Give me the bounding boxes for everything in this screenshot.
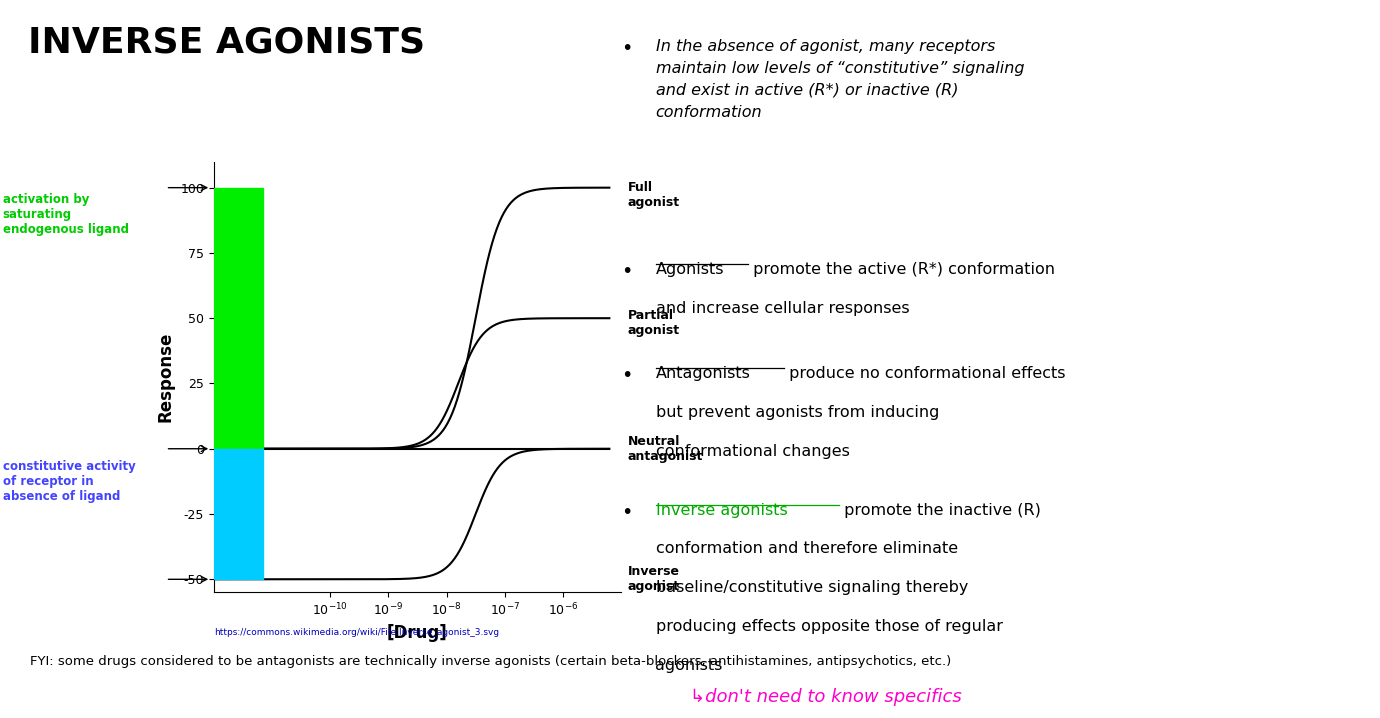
Text: baseline/constitutive signaling thereby: baseline/constitutive signaling thereby <box>656 580 967 595</box>
Text: activation by
saturating
endogenous ligand: activation by saturating endogenous liga… <box>3 193 128 236</box>
Text: Inverse agonists: Inverse agonists <box>656 503 787 518</box>
X-axis label: [Drug]: [Drug] <box>386 624 448 642</box>
Text: agonists: agonists <box>656 658 723 673</box>
Text: Antagonists: Antagonists <box>656 366 751 381</box>
Text: conformation: conformation <box>656 105 762 120</box>
Text: Agonists: Agonists <box>656 262 724 277</box>
Text: Full
agonist: Full agonist <box>628 182 680 210</box>
Text: and exist in active (R*) or inactive (R): and exist in active (R*) or inactive (R) <box>656 83 958 98</box>
Text: Neutral
antagonist: Neutral antagonist <box>628 435 704 462</box>
Text: •: • <box>621 503 632 521</box>
Text: produce no conformational effects: produce no conformational effects <box>784 366 1065 381</box>
Text: ↳don't need to know specifics: ↳don't need to know specifics <box>690 688 962 706</box>
Text: INVERSE AGONISTS: INVERSE AGONISTS <box>28 25 425 59</box>
Text: •: • <box>621 39 632 58</box>
Text: promote the active (R*) conformation: promote the active (R*) conformation <box>748 262 1054 277</box>
Bar <box>214 187 264 449</box>
Text: Inverse
agonist: Inverse agonist <box>628 565 680 593</box>
Text: Partial
agonist: Partial agonist <box>628 309 680 337</box>
Text: FYI: some drugs considered to be antagonists are technically inverse agonists (c: FYI: some drugs considered to be antagon… <box>30 655 952 668</box>
Text: and increase cellular responses: and increase cellular responses <box>656 301 909 316</box>
Text: but prevent agonists from inducing: but prevent agonists from inducing <box>656 405 938 420</box>
Text: conformation and therefore eliminate: conformation and therefore eliminate <box>656 541 958 556</box>
Text: •: • <box>621 366 632 385</box>
Text: https://commons.wikimedia.org/wiki/File:Inverse_agonist_3.svg: https://commons.wikimedia.org/wiki/File:… <box>214 628 500 638</box>
Text: maintain low levels of “constitutive” signaling: maintain low levels of “constitutive” si… <box>656 61 1024 76</box>
Text: conformational changes: conformational changes <box>656 444 849 459</box>
Text: constitutive activity
of receptor in
absence of ligand: constitutive activity of receptor in abs… <box>3 460 135 503</box>
Y-axis label: Response: Response <box>157 332 175 422</box>
Text: •: • <box>621 262 632 281</box>
Text: producing effects opposite those of regular: producing effects opposite those of regu… <box>656 619 1002 634</box>
Bar <box>214 449 264 579</box>
Text: promote the inactive (R): promote the inactive (R) <box>839 503 1041 518</box>
Text: In the absence of agonist, many receptors: In the absence of agonist, many receptor… <box>656 39 995 55</box>
